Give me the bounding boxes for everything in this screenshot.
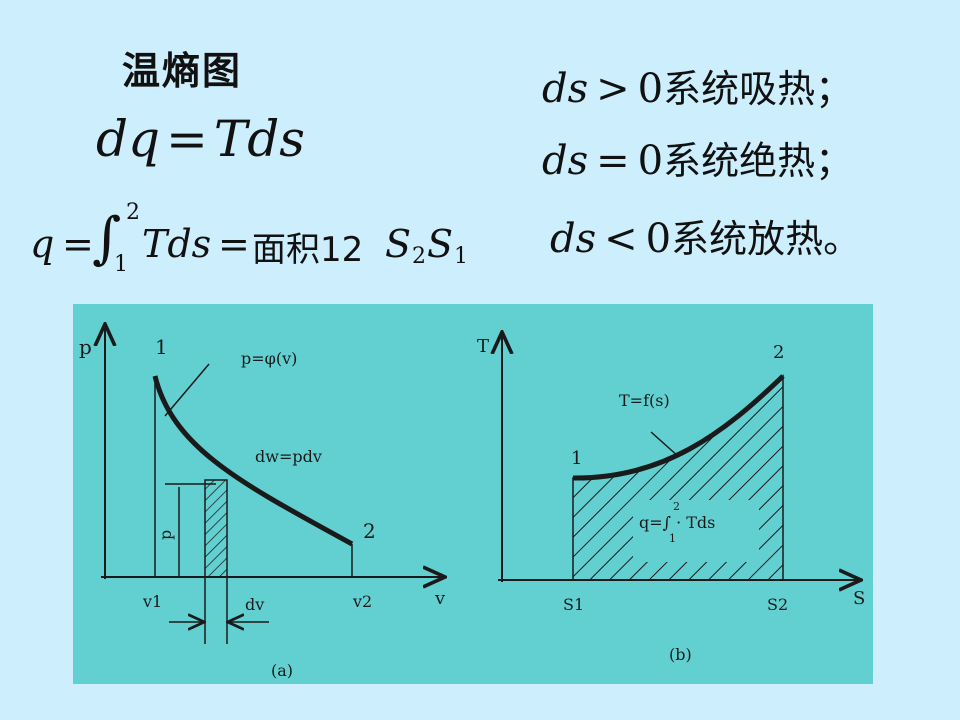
integral-lower: 1 xyxy=(114,252,128,277)
cond-var: ds xyxy=(542,66,589,112)
cond-rel: < xyxy=(604,216,638,262)
cond-rel: > xyxy=(596,66,630,112)
equation-dq-tds: dq = Tds xyxy=(96,110,305,168)
integral-eq2: = xyxy=(218,222,250,266)
sub-2: 2 xyxy=(412,244,426,269)
diagrams-svg: p v 1 2 p=φ(v) dw=pdv p v1 v2 dv (a) T S… xyxy=(79,304,865,680)
t-axis-label: T xyxy=(477,336,489,357)
integral-lower-limit: 1 xyxy=(669,532,676,545)
condition-release: ds <0系统放热。 xyxy=(550,208,861,263)
ts-point1-label: 1 xyxy=(571,448,582,469)
cond-zero: 0 xyxy=(637,66,664,112)
cond-text: 系统放热。 xyxy=(671,217,862,261)
cond-var: ds xyxy=(550,216,597,262)
curve-label: p=φ(v) xyxy=(241,349,297,368)
pv-point2-label: 2 xyxy=(363,519,376,543)
ts-curve-label: T=f(s) xyxy=(619,391,670,410)
p-height-label: p xyxy=(156,530,175,540)
ts-point2-label: 2 xyxy=(773,342,784,363)
diagram-panel: p v 1 2 p=φ(v) dw=pdv p v1 v2 dv (a) T S… xyxy=(73,304,873,684)
pv-point1-label: 1 xyxy=(155,335,168,359)
area-text: 面积12 xyxy=(252,230,364,270)
equation-integral: q = ∫ 2 1 Tds = 面积12 S 2 S 1 xyxy=(30,200,490,280)
s-var-1: S xyxy=(385,222,412,266)
v-axis-label: v xyxy=(434,588,446,609)
s2-label: S2 xyxy=(767,595,788,614)
condition-adiabatic: ds = 0系统绝热； xyxy=(542,130,853,185)
eq-operator: = xyxy=(166,110,208,168)
caption-b: (b) xyxy=(669,645,692,664)
condition-absorb: ds >0系统吸热； xyxy=(542,58,853,113)
expansion-curve xyxy=(152,375,354,547)
cond-rel: = xyxy=(596,138,630,184)
dv-label: dv xyxy=(245,595,264,614)
cond-zero: 0 xyxy=(637,138,664,184)
integral-lhs: q xyxy=(30,222,55,266)
eq-lhs: dq xyxy=(96,110,161,168)
cond-text: 系统吸热； xyxy=(663,67,854,111)
s1-label: S1 xyxy=(563,595,584,614)
cond-text: 系统绝热； xyxy=(663,139,854,183)
cond-var: ds xyxy=(542,138,589,184)
work-strip xyxy=(204,479,228,578)
ts-curve xyxy=(572,374,785,481)
sub-1: 1 xyxy=(454,244,468,269)
curve-leader-line xyxy=(164,363,210,417)
work-label: dw=pdv xyxy=(255,447,322,466)
v2-label: v2 xyxy=(352,592,372,611)
integral-upper-limit: 2 xyxy=(673,500,680,513)
integral-sign: ∫ xyxy=(92,206,122,271)
s-var-2: S xyxy=(427,222,454,266)
integral-label: q=∫ · Tds xyxy=(639,513,715,532)
v1-label: v1 xyxy=(142,592,162,611)
eq-rhs: Tds xyxy=(213,110,305,168)
pv-diagram: p v 1 2 p=φ(v) dw=pdv p v1 v2 dv (a) xyxy=(79,326,446,680)
ts-curve-leader xyxy=(650,431,680,458)
p-axis-label: p xyxy=(79,335,92,359)
s-axis-label: S xyxy=(853,588,865,609)
caption-a: (a) xyxy=(271,661,293,680)
integral-label-bg xyxy=(633,500,759,562)
ts-diagram: T S 1 2 T=f(s) q=∫ · Tds 2 1 S1 S2 (b) xyxy=(477,334,865,664)
slide-title: 温熵图 xyxy=(122,49,243,93)
cond-zero: 0 xyxy=(645,216,672,262)
integral-eq1: = xyxy=(62,222,94,266)
integral-upper: 2 xyxy=(126,200,140,225)
integrand: Tds xyxy=(142,222,212,266)
